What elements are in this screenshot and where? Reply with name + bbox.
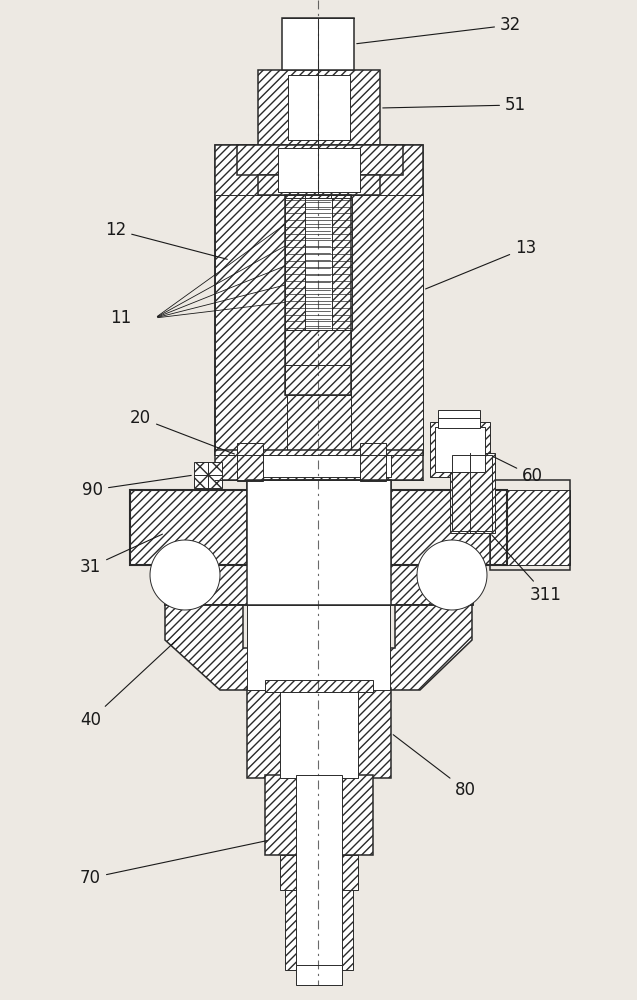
Bar bbox=[285, 890, 353, 970]
Bar bbox=[247, 480, 391, 570]
Bar bbox=[278, 148, 360, 192]
Bar bbox=[285, 198, 307, 330]
Bar bbox=[352, 490, 507, 565]
Bar bbox=[285, 330, 351, 365]
Text: 32: 32 bbox=[357, 16, 521, 44]
Bar bbox=[265, 680, 373, 692]
Bar bbox=[296, 775, 342, 970]
Polygon shape bbox=[165, 605, 472, 690]
Text: 13: 13 bbox=[426, 239, 536, 289]
Bar bbox=[247, 480, 391, 605]
Bar bbox=[165, 565, 473, 605]
Bar bbox=[247, 688, 391, 778]
Bar bbox=[237, 443, 263, 481]
Bar bbox=[285, 195, 351, 395]
Bar bbox=[130, 490, 507, 565]
Bar bbox=[285, 365, 351, 395]
Bar bbox=[215, 450, 423, 480]
Text: 80: 80 bbox=[393, 735, 476, 799]
Bar bbox=[247, 605, 390, 690]
Bar bbox=[285, 195, 351, 335]
Text: 51: 51 bbox=[383, 96, 526, 114]
Text: 60: 60 bbox=[492, 456, 543, 485]
Bar bbox=[215, 145, 423, 455]
Bar bbox=[438, 410, 480, 428]
Bar bbox=[305, 198, 332, 330]
Bar bbox=[215, 195, 287, 455]
Text: 11: 11 bbox=[110, 309, 131, 327]
Polygon shape bbox=[150, 540, 220, 610]
Bar bbox=[450, 453, 495, 533]
Bar bbox=[215, 145, 285, 455]
Bar bbox=[435, 427, 485, 472]
Bar bbox=[258, 70, 380, 145]
Bar bbox=[452, 455, 492, 531]
Bar bbox=[165, 565, 473, 605]
Bar bbox=[351, 195, 423, 455]
Polygon shape bbox=[417, 540, 487, 610]
Bar bbox=[490, 480, 570, 570]
Bar bbox=[285, 195, 305, 335]
Bar bbox=[237, 145, 403, 175]
Bar bbox=[330, 198, 352, 330]
Bar bbox=[194, 462, 222, 488]
Bar bbox=[282, 18, 354, 70]
Text: 20: 20 bbox=[130, 409, 234, 454]
Bar bbox=[280, 688, 358, 778]
Bar bbox=[331, 195, 351, 335]
Bar bbox=[305, 198, 330, 330]
Bar bbox=[258, 175, 380, 195]
Bar bbox=[265, 775, 373, 855]
Bar bbox=[360, 443, 386, 481]
Text: 311: 311 bbox=[492, 535, 562, 604]
Bar bbox=[430, 422, 490, 477]
Bar bbox=[130, 490, 285, 565]
Bar bbox=[352, 145, 423, 455]
Text: 40: 40 bbox=[80, 637, 180, 729]
Bar bbox=[288, 75, 350, 140]
Text: 12: 12 bbox=[105, 221, 227, 259]
Bar bbox=[247, 480, 391, 605]
Bar bbox=[296, 965, 342, 985]
Bar bbox=[280, 855, 358, 890]
Bar bbox=[490, 490, 570, 565]
Text: 90: 90 bbox=[82, 475, 191, 499]
Bar bbox=[247, 455, 391, 477]
Text: 31: 31 bbox=[80, 534, 162, 576]
Text: 70: 70 bbox=[80, 841, 268, 887]
